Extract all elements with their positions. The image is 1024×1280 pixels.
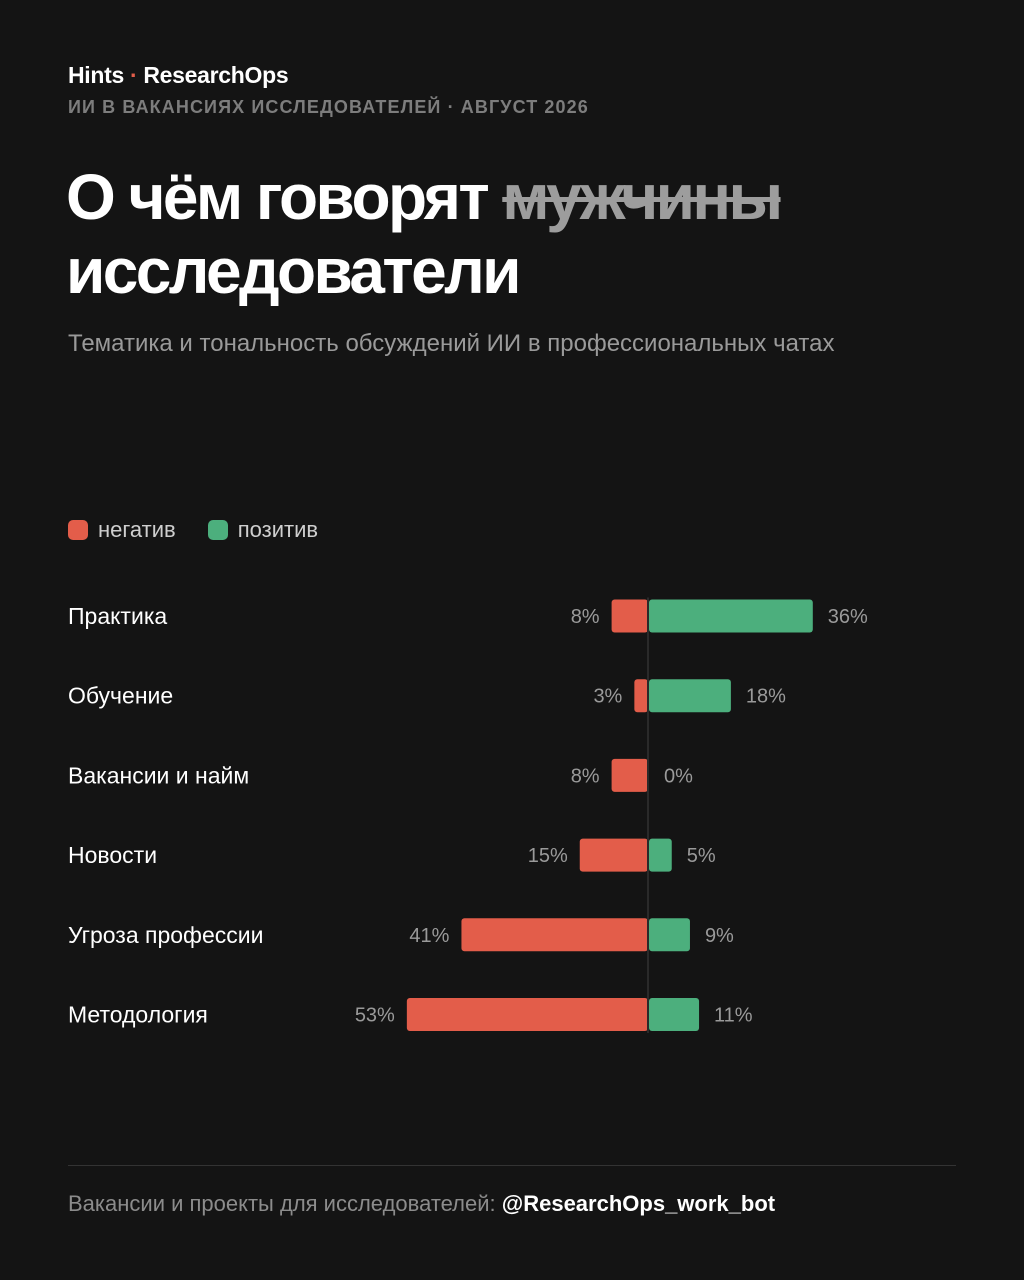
brand: Hints · ResearchOps xyxy=(68,62,289,89)
footer: Вакансии и проекты для исследователей: @… xyxy=(68,1191,775,1217)
bar-negative xyxy=(611,758,648,792)
bar-negative xyxy=(461,918,648,952)
legend-swatch-negative xyxy=(68,520,88,540)
brand-product: ResearchOps xyxy=(143,62,289,88)
category-label: Обучение xyxy=(68,683,173,709)
footer-text: Вакансии и проекты для исследователей: xyxy=(68,1191,496,1216)
bar-negative xyxy=(611,599,648,633)
bar-positive xyxy=(649,599,813,633)
category-label: Практика xyxy=(68,603,167,629)
value-label-negative: 8% xyxy=(571,765,600,787)
value-label-negative: 41% xyxy=(409,925,449,947)
bar-negative xyxy=(634,679,648,713)
footer-divider xyxy=(68,1165,956,1166)
title-struck-word: мужчины xyxy=(502,161,783,233)
brand-separator: · xyxy=(130,62,138,88)
title-prefix: О чём говорят xyxy=(66,161,490,233)
value-label-negative: 3% xyxy=(593,686,622,708)
footer-bot-handle[interactable]: @ResearchOps_work_bot xyxy=(501,1191,776,1216)
value-label-positive: 18% xyxy=(746,686,786,708)
value-label-positive: 9% xyxy=(705,925,734,947)
value-label-negative: 53% xyxy=(355,1005,395,1027)
chart-legend: негатив позитив xyxy=(68,517,350,543)
bar-positive xyxy=(649,918,690,952)
brand-name: Hints xyxy=(68,62,125,88)
legend-label-positive: позитив xyxy=(237,517,319,542)
category-label: Угроза профессии xyxy=(68,922,263,948)
legend-label-negative: негатив xyxy=(98,517,176,542)
bar-positive xyxy=(649,998,700,1031)
value-label-positive: 36% xyxy=(828,606,868,628)
page-title: О чём говорят мужчины исследователи xyxy=(66,160,783,308)
chart-subtitle: Тематика и тональность обсуждений ИИ в п… xyxy=(68,330,835,357)
bar-positive xyxy=(649,679,731,713)
value-label-positive: 11% xyxy=(714,1005,753,1027)
category-label: Новости xyxy=(68,842,157,868)
legend-swatch-positive xyxy=(207,520,228,540)
title-line-2: исследователи xyxy=(66,235,521,307)
legend-item-negative: негатив xyxy=(68,517,176,543)
bar-positive xyxy=(649,838,672,872)
category-label: Методология xyxy=(68,1002,208,1028)
legend-item-positive: позитив xyxy=(207,517,319,543)
subheader: ИИ В ВАКАНСИЯХ ИССЛЕДОВАТЕЛЕЙ · АВГУСТ 2… xyxy=(68,97,589,117)
value-label-negative: 8% xyxy=(571,606,600,628)
category-label: Вакансии и найм xyxy=(68,762,249,788)
value-label-positive: 5% xyxy=(687,845,716,867)
bar-negative xyxy=(579,838,648,872)
bar-negative xyxy=(406,998,648,1031)
title-line-1: О чём говорят мужчины xyxy=(66,160,783,234)
value-label-positive: 0% xyxy=(664,765,693,787)
value-label-negative: 15% xyxy=(528,845,568,867)
diverging-bar-chart: Практика 8% 36% Обучение 3% 18% Вакансии и най… xyxy=(68,597,868,1033)
